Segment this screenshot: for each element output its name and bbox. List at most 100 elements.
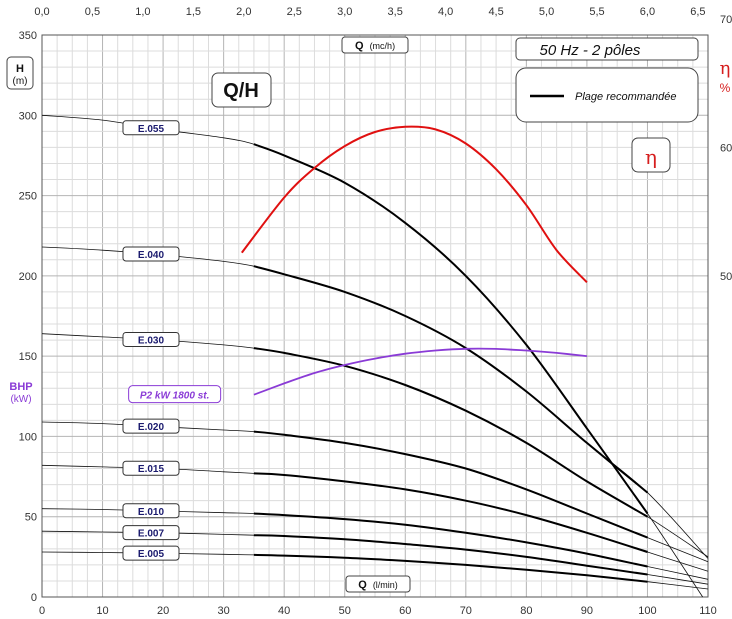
x-tick-label: 80 <box>520 605 532 617</box>
x-tick-label: 50 <box>339 605 351 617</box>
y-tick-label: 350 <box>19 30 37 42</box>
x-top-tick-label: 1,0 <box>135 6 150 18</box>
legend-label: Plage recommandée <box>575 91 677 103</box>
curve-label-box <box>122 503 180 519</box>
right-axis-eta: η <box>720 58 731 79</box>
curve-label-text: E.055 <box>138 124 165 135</box>
curve-label-text: E.005 <box>138 549 165 560</box>
x-top-tick-label: 1,5 <box>186 6 201 18</box>
head-curve-recommended-e005 <box>253 553 648 583</box>
curve-label-box <box>122 120 180 136</box>
curve-labels: E.055 E.040 E.030 E.020 E.015 E.010 E.007 E.005… <box>122 120 222 561</box>
plot-frame <box>41 34 709 598</box>
efficiency-box-symbol: η <box>645 145 657 169</box>
x-top-tick-label: 0,0 <box>34 6 49 18</box>
chart-title-box: Q/H <box>211 72 272 108</box>
x-top-tick-label: 2,5 <box>287 6 302 18</box>
x-tick-label: 20 <box>157 605 169 617</box>
efficiency-curve <box>241 125 588 283</box>
y-right-tick-label: 70 <box>720 14 732 26</box>
x-tick-label: 90 <box>581 605 593 617</box>
top-axis-unit: (mc/h) <box>370 41 396 51</box>
head-curve-recommended-e020 <box>253 430 648 539</box>
curve-label-text: E.007 <box>138 529 165 540</box>
power-curve-label: P2 kW 1800 st. <box>128 385 222 404</box>
head-curve-recommended-e007 <box>253 534 648 576</box>
y-tick-label: 0 <box>31 592 37 604</box>
efficiency-box: η <box>631 137 671 173</box>
bhp-label: BHP (kW) <box>6 377 36 407</box>
x-tick-label: 30 <box>218 605 230 617</box>
y-axis-label: H <box>16 63 24 75</box>
bottom-axis-label: Q (l/min) <box>345 575 411 593</box>
curve-label-box <box>122 525 180 541</box>
right-axis-percent: % <box>720 81 731 95</box>
bottom-axis-q: Q <box>358 579 367 591</box>
top-axis-q: Q <box>355 40 364 52</box>
power-curve <box>253 347 587 396</box>
curve-label-text: E.040 <box>138 250 165 261</box>
chart-title: Q/H <box>223 80 259 102</box>
y-axis-unit: (m) <box>13 76 28 87</box>
x-tick-label: 40 <box>278 605 290 617</box>
curve-label-e005: E.005 <box>122 545 180 561</box>
curve-label-e030: E.030 <box>122 331 180 347</box>
y-tick-label: 100 <box>19 431 37 443</box>
curve-label-box <box>122 331 180 347</box>
x-top-tick-label: 6,5 <box>690 6 705 18</box>
curve-label-e055: E.055 <box>122 120 180 136</box>
head-curve-recommended-e010 <box>253 512 648 568</box>
curve-label-box <box>122 460 180 476</box>
curve-label-box <box>122 246 180 262</box>
bhp-unit-text: (kW) <box>10 394 31 405</box>
y-tick-label: 200 <box>19 271 37 283</box>
x-top-tick-label: 3,0 <box>337 6 352 18</box>
head-curve-recommended-e040 <box>253 265 649 494</box>
x-tick-label: 60 <box>399 605 411 617</box>
y-right-tick-label: 60 <box>720 142 732 154</box>
x-top-tick-label: 3,5 <box>388 6 403 18</box>
x-tick-label: 10 <box>96 605 108 617</box>
y-axis-label-box: H (m) <box>6 56 34 90</box>
curve-label-box <box>122 545 180 561</box>
x-top-tick-label: 0,5 <box>85 6 100 18</box>
y-tick-label: 250 <box>19 191 37 203</box>
curve-label-e020: E.020 <box>122 418 180 434</box>
curve-label-e007: E.007 <box>122 525 180 541</box>
curve-label-e040: E.040 <box>122 246 180 262</box>
x-top-tick-label: 5,0 <box>539 6 554 18</box>
x-tick-label: 110 <box>699 605 717 617</box>
power-label-box <box>128 385 222 404</box>
curve-label-e010: E.010 <box>122 503 180 519</box>
svg-text:Q (l/min): Q (l/min) <box>358 579 398 591</box>
head-curve-recommended-e030 <box>253 347 649 518</box>
x-tick-label: 100 <box>638 605 656 617</box>
curve-label-text: E.015 <box>138 464 165 475</box>
head-curve-recommended-e015 <box>253 472 648 553</box>
top-axis-label: Q (mc/h) <box>341 36 409 54</box>
x-top-tick-label: 5,5 <box>589 6 604 18</box>
curve-label-text: E.020 <box>138 422 165 433</box>
x-top-tick-label: 4,0 <box>438 6 453 18</box>
head-curve-recommended-e055 <box>253 143 649 515</box>
x-tick-label: 0 <box>39 605 45 617</box>
y-right-tick-label: 50 <box>720 271 732 283</box>
legend: Plage recommandée <box>515 67 699 123</box>
x-top-tick-label: 6,0 <box>640 6 655 18</box>
curve-label-text: E.010 <box>138 507 165 518</box>
x-top-tick-label: 2,0 <box>236 6 251 18</box>
x-top-tick-label: 4,5 <box>488 6 503 18</box>
frequency-box: 50 Hz - 2 pôles <box>515 37 699 61</box>
svg-text:Q (mc/h): Q (mc/h) <box>355 40 395 52</box>
chart-subtitle: 50 Hz - 2 pôles <box>540 42 641 59</box>
y-tick-label: 50 <box>25 512 37 524</box>
y-tick-label: 300 <box>19 110 37 122</box>
curve-label-box <box>122 418 180 434</box>
x-tick-label: 70 <box>460 605 472 617</box>
curve-label-text: E.030 <box>138 335 165 346</box>
y-tick-label: 150 <box>19 351 37 363</box>
power-label-text: P2 kW 1800 st. <box>140 391 209 402</box>
axes: 0 10 20 30 40 50 60 70 80 90 100 110 0,0 0,5 1,0 1,5 2,0… <box>19 6 732 617</box>
curve-label-e015: E.015 <box>122 460 180 476</box>
bottom-axis-unit: (l/min) <box>373 580 398 590</box>
